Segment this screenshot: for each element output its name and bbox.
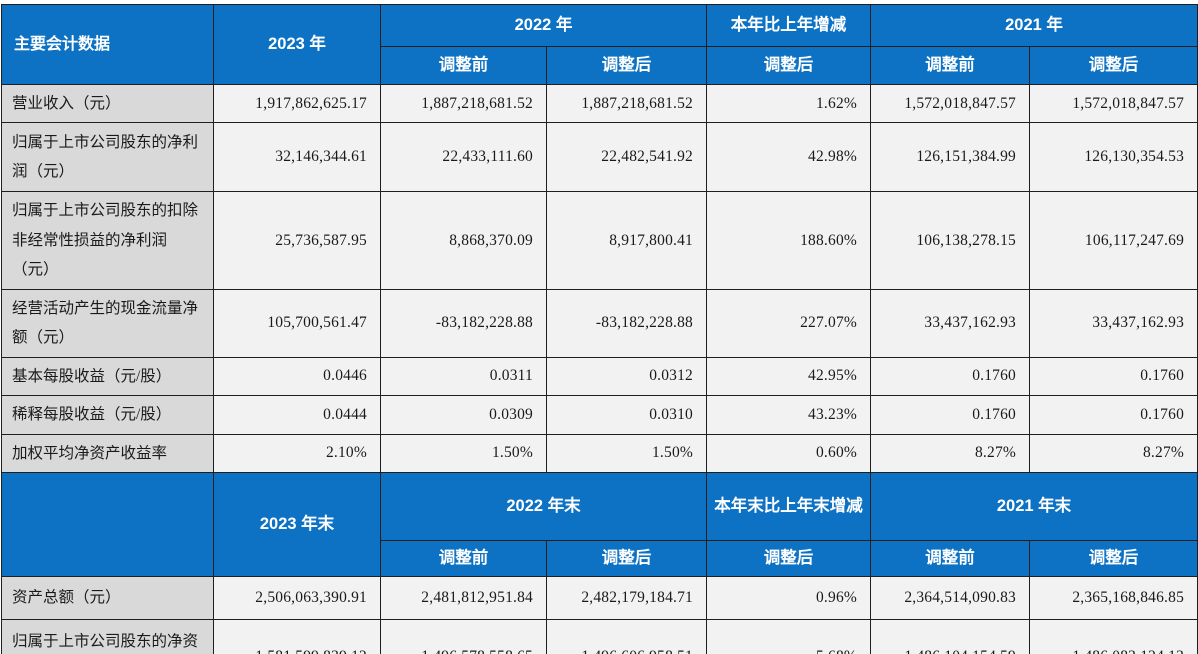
subheader-2021end-before-adjust: 调整前 <box>870 540 1031 578</box>
table-title-cell: 主要会计数据 <box>1 4 214 85</box>
value-cell: 42.95% <box>706 356 872 397</box>
value-cell: 1,486,083,124.13 <box>1029 619 1198 654</box>
table-row: 归属于上市公司股东的扣除非经常性损益的净利润（元） 25,736,587.95 … <box>1 191 1198 290</box>
value-cell: 1,486,104,154.59 <box>870 619 1031 654</box>
value-cell: 1.50% <box>380 433 547 474</box>
value-cell: 0.0446 <box>213 356 381 397</box>
value-cell: 0.1760 <box>1029 395 1198 435</box>
value-cell: 0.0444 <box>213 395 381 435</box>
value-cell: 1,887,218,681.52 <box>380 83 547 124</box>
value-cell: 126,130,354.53 <box>1029 122 1198 193</box>
subheader-2022end-after-adjust: 调整后 <box>545 540 708 578</box>
value-cell: 8,917,800.41 <box>545 191 708 290</box>
value-cell: 2.10% <box>213 433 381 474</box>
value-cell: 0.60% <box>706 433 872 474</box>
value-cell: 43.23% <box>706 395 872 435</box>
value-cell: 22,433,111.60 <box>380 122 547 193</box>
row-label-weighted-avg-roe: 加权平均净资产收益率 <box>1 433 214 474</box>
value-cell: 2,364,514,090.83 <box>870 576 1031 621</box>
value-cell: -83,182,228.88 <box>545 288 708 358</box>
key-accounting-data-table: 主要会计数据 2023 年 2022 年 本年比上年增减 2021 年 调整前 … <box>1 4 1198 654</box>
value-cell: 33,437,162.93 <box>1029 288 1198 358</box>
row-label-net-profit: 归属于上市公司股东的净利润（元） <box>1 122 214 193</box>
subheader-2021-before-adjust: 调整前 <box>870 46 1031 85</box>
row-label-diluted-eps: 稀释每股收益（元/股） <box>1 395 214 435</box>
value-cell: -83,182,228.88 <box>380 288 547 358</box>
table-row: 营业收入（元） 1,917,862,625.17 1,887,218,681.5… <box>1 83 1198 124</box>
value-cell: 2,481,812,951.84 <box>380 576 547 621</box>
value-cell: 2,482,179,184.71 <box>545 576 708 621</box>
header-yoy-change: 本年比上年增减 <box>706 4 872 47</box>
table-row: 经营活动产生的现金流量净额（元） 105,700,561.47 -83,182,… <box>1 288 1198 358</box>
value-cell: 1,887,218,681.52 <box>545 83 708 124</box>
value-cell: 8.27% <box>870 433 1031 474</box>
value-cell: 0.1760 <box>870 395 1031 435</box>
value-cell: 0.0309 <box>380 395 547 435</box>
table-row: 归属于上市公司股东的净资产（元） 1,581,599,839.12 1,496,… <box>1 619 1198 654</box>
header-year-end-change: 本年末比上年末增减 <box>706 472 872 542</box>
value-cell: 8.27% <box>1029 433 1198 474</box>
value-cell: 32,146,344.61 <box>213 122 381 193</box>
header-year-2022: 2022 年 <box>379 4 708 47</box>
value-cell: 2,365,168,846.85 <box>1029 576 1198 621</box>
header-2021-year-end: 2021 年末 <box>870 472 1198 542</box>
subheader-endchange-after-adjust: 调整后 <box>706 540 872 578</box>
subheader-change-after-adjust: 调整后 <box>706 46 872 85</box>
value-cell: 33,437,162.93 <box>870 288 1031 358</box>
value-cell: 1,917,862,625.17 <box>213 83 381 124</box>
value-cell: 2,506,063,390.91 <box>213 576 381 621</box>
header-2022-year-end: 2022 年末 <box>379 472 708 542</box>
table-row: 资产总额（元） 2,506,063,390.91 2,481,812,951.8… <box>1 576 1198 621</box>
value-cell: 22,482,541.92 <box>545 122 708 193</box>
value-cell: 0.0311 <box>380 356 547 397</box>
section2-blank-header-cell <box>1 472 214 578</box>
subheader-2021-after-adjust: 调整后 <box>1029 46 1198 85</box>
value-cell: 0.96% <box>706 576 872 621</box>
value-cell: 42.98% <box>706 122 872 193</box>
value-cell: 1,496,578,558.65 <box>380 619 547 654</box>
header-year-2021: 2021 年 <box>870 4 1198 47</box>
row-label-deducted-net-profit: 归属于上市公司股东的扣除非经常性损益的净利润（元） <box>1 191 214 290</box>
value-cell: 106,138,278.15 <box>870 191 1031 290</box>
table-row: 加权平均净资产收益率 2.10% 1.50% 1.50% 0.60% 8.27%… <box>1 433 1198 474</box>
value-cell: 1,581,599,839.12 <box>213 619 381 654</box>
value-cell: 1.62% <box>706 83 872 124</box>
table-row: 归属于上市公司股东的净利润（元） 32,146,344.61 22,433,11… <box>1 122 1198 193</box>
row-label-total-assets: 资产总额（元） <box>1 576 214 621</box>
value-cell: 0.1760 <box>1029 356 1198 397</box>
value-cell: 188.60% <box>706 191 872 290</box>
header-year-2023: 2023 年 <box>213 4 381 85</box>
value-cell: 126,151,384.99 <box>870 122 1031 193</box>
value-cell: 25,736,587.95 <box>213 191 381 290</box>
value-cell: 5.68% <box>706 619 872 654</box>
header-2023-year-end: 2023 年末 <box>213 472 381 578</box>
value-cell: 8,868,370.09 <box>380 191 547 290</box>
value-cell: 227.07% <box>706 288 872 358</box>
value-cell: 106,117,247.69 <box>1029 191 1198 290</box>
value-cell: 1,496,606,958.51 <box>545 619 708 654</box>
row-label-operating-revenue: 营业收入（元） <box>1 83 214 124</box>
subheader-2022-before-adjust: 调整前 <box>380 46 547 85</box>
value-cell: 1,572,018,847.57 <box>1029 83 1198 124</box>
value-cell: 1,572,018,847.57 <box>870 83 1031 124</box>
subheader-2021end-after-adjust: 调整后 <box>1029 540 1198 578</box>
value-cell: 0.0310 <box>545 395 708 435</box>
subheader-2022-after-adjust: 调整后 <box>545 46 708 85</box>
row-label-basic-eps: 基本每股收益（元/股） <box>1 356 214 397</box>
row-label-net-assets: 归属于上市公司股东的净资产（元） <box>1 619 214 654</box>
table-row: 基本每股收益（元/股） 0.0446 0.0311 0.0312 42.95% … <box>1 356 1198 397</box>
value-cell: 105,700,561.47 <box>213 288 381 358</box>
row-label-operating-cash-flow: 经营活动产生的现金流量净额（元） <box>1 288 214 358</box>
table-row: 稀释每股收益（元/股） 0.0444 0.0309 0.0310 43.23% … <box>1 395 1198 435</box>
value-cell: 0.0312 <box>545 356 708 397</box>
value-cell: 0.1760 <box>870 356 1031 397</box>
value-cell: 1.50% <box>545 433 708 474</box>
subheader-2022end-before-adjust: 调整前 <box>380 540 547 578</box>
